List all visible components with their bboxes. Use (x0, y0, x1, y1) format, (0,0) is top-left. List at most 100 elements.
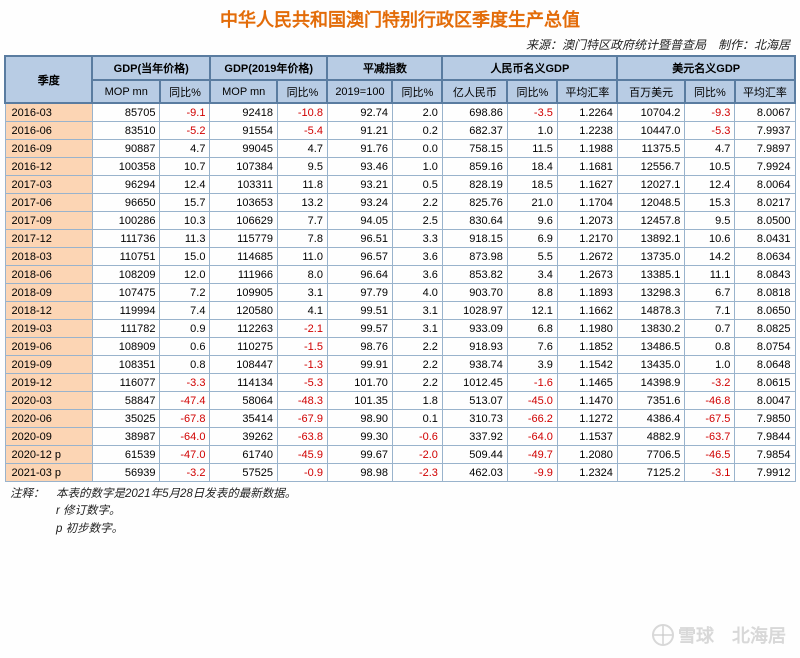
cell-value: 8.0825 (735, 320, 795, 338)
cell-value: 90887 (92, 140, 159, 158)
cell-value: 111782 (92, 320, 159, 338)
cell-value: 100358 (92, 158, 159, 176)
cell-quarter: 2016-12 (5, 158, 92, 176)
cell-value: 853.82 (442, 266, 507, 284)
cell-value: 8.0615 (735, 374, 795, 392)
cell-value: 8.0 (277, 266, 327, 284)
cell-value: 0.8 (685, 338, 735, 356)
watermark-text: 雪球 北海居 (678, 622, 786, 648)
cell-value: 7125.2 (617, 464, 684, 482)
subcol-mop2: MOP mn (210, 80, 277, 103)
cell-value: 4.7 (160, 140, 210, 158)
page-title: 中华人民共和国澳门特别行政区季度生产总值 (4, 6, 796, 32)
colgroup-gdp-2019: GDP(2019年价格) (210, 56, 327, 80)
cell-value: 108909 (92, 338, 159, 356)
cell-value: -5.3 (685, 122, 735, 140)
cell-value: -9.3 (685, 103, 735, 122)
cell-value: 58064 (210, 392, 277, 410)
cell-quarter: 2016-06 (5, 122, 92, 140)
cell-value: 96294 (92, 176, 159, 194)
cell-value: -46.8 (685, 392, 735, 410)
cell-value: 0.7 (685, 320, 735, 338)
cell-value: 99.30 (327, 428, 392, 446)
cell-value: 3.1 (277, 284, 327, 302)
cell-value: -63.7 (685, 428, 735, 446)
table-row: 2017-069665015.710365313.293.242.2825.76… (5, 194, 795, 212)
cell-value: 1.1988 (557, 140, 617, 158)
cell-value: 39262 (210, 428, 277, 446)
cell-value: 1.1465 (557, 374, 617, 392)
cell-value: 2.5 (392, 212, 442, 230)
cell-value: -9.9 (507, 464, 557, 482)
cell-value: 98.98 (327, 464, 392, 482)
cell-value: 462.03 (442, 464, 507, 482)
cell-value: 96.57 (327, 248, 392, 266)
cell-value: 10.7 (160, 158, 210, 176)
cell-value: 1.1542 (557, 356, 617, 374)
cell-value: 9.5 (685, 212, 735, 230)
subcol-avg2: 平均汇率 (735, 80, 795, 103)
cell-value: -5.2 (160, 122, 210, 140)
cell-value: 98.76 (327, 338, 392, 356)
cell-value: 3.4 (507, 266, 557, 284)
cell-value: 7.4 (160, 302, 210, 320)
cell-value: 938.74 (442, 356, 507, 374)
cell-value: 1.2324 (557, 464, 617, 482)
cell-value: 0.5 (392, 176, 442, 194)
cell-value: 109905 (210, 284, 277, 302)
cell-value: -45.9 (277, 446, 327, 464)
cell-value: 4.7 (685, 140, 735, 158)
cell-value: 10.6 (685, 230, 735, 248)
cell-quarter: 2017-12 (5, 230, 92, 248)
cell-value: 1.1537 (557, 428, 617, 446)
cell-value: -67.9 (277, 410, 327, 428)
cell-quarter: 2017-03 (5, 176, 92, 194)
cell-value: 1.1627 (557, 176, 617, 194)
cell-quarter: 2021-03 p (5, 464, 92, 482)
cell-value: 513.07 (442, 392, 507, 410)
cell-value: 15.3 (685, 194, 735, 212)
cell-value: 12027.1 (617, 176, 684, 194)
cell-value: 1012.45 (442, 374, 507, 392)
cell-quarter: 2019-03 (5, 320, 92, 338)
cell-value: -5.4 (277, 122, 327, 140)
cell-value: 7.6 (507, 338, 557, 356)
cell-value: 38987 (92, 428, 159, 446)
cell-value: 873.98 (442, 248, 507, 266)
cell-value: 4.1 (277, 302, 327, 320)
cell-value: 8.0634 (735, 248, 795, 266)
cell-value: 1.1893 (557, 284, 617, 302)
cell-value: 8.0754 (735, 338, 795, 356)
cell-value: -63.8 (277, 428, 327, 446)
cell-value: 35414 (210, 410, 277, 428)
cell-value: 13385.1 (617, 266, 684, 284)
cell-value: 12.4 (685, 176, 735, 194)
cell-value: 11.5 (507, 140, 557, 158)
cell-value: -3.2 (160, 464, 210, 482)
cell-value: 9.5 (277, 158, 327, 176)
table-row: 2017-1211173611.31157797.896.513.3918.15… (5, 230, 795, 248)
cell-value: 1.1852 (557, 338, 617, 356)
cell-quarter: 2018-06 (5, 266, 92, 284)
cell-value: 4386.4 (617, 410, 684, 428)
cell-value: -1.3 (277, 356, 327, 374)
cell-value: 56939 (92, 464, 159, 482)
subcol-yoy1: 同比% (160, 80, 210, 103)
table-row: 2016-0683510-5.291554-5.491.210.2682.371… (5, 122, 795, 140)
cell-value: 91.76 (327, 140, 392, 158)
cell-value: 1.1470 (557, 392, 617, 410)
cell-value: 21.0 (507, 194, 557, 212)
cell-quarter: 2019-06 (5, 338, 92, 356)
cell-value: 114685 (210, 248, 277, 266)
cell-value: -48.3 (277, 392, 327, 410)
cell-value: 13435.0 (617, 356, 684, 374)
cell-value: 7.7 (277, 212, 327, 230)
cell-value: 12.4 (160, 176, 210, 194)
cell-value: 99.67 (327, 446, 392, 464)
cell-value: 13735.0 (617, 248, 684, 266)
colgroup-cny: 人民币名义GDP (442, 56, 617, 80)
cell-quarter: 2017-06 (5, 194, 92, 212)
cell-value: 103653 (210, 194, 277, 212)
cell-value: 1.2238 (557, 122, 617, 140)
cell-value: 903.70 (442, 284, 507, 302)
